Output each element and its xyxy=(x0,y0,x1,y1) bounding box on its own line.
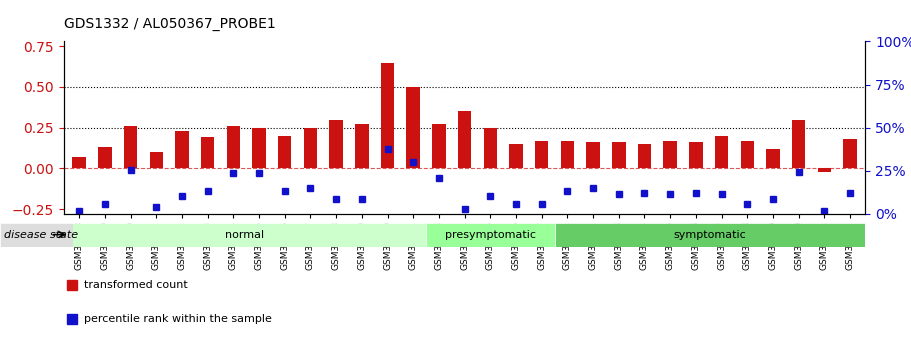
Text: symptomatic: symptomatic xyxy=(674,230,747,239)
Text: percentile rank within the sample: percentile rank within the sample xyxy=(84,314,271,324)
Bar xyxy=(792,119,805,168)
Bar xyxy=(509,144,523,168)
Bar xyxy=(381,62,394,168)
Bar xyxy=(149,152,163,168)
Bar xyxy=(844,139,856,168)
Bar xyxy=(663,141,677,168)
Bar xyxy=(638,144,651,168)
FancyBboxPatch shape xyxy=(425,223,555,247)
Bar xyxy=(535,141,548,168)
Text: GDS1332 / AL050367_PROBE1: GDS1332 / AL050367_PROBE1 xyxy=(64,17,275,31)
FancyBboxPatch shape xyxy=(0,223,73,247)
Bar xyxy=(484,128,497,168)
FancyBboxPatch shape xyxy=(64,223,425,247)
Bar xyxy=(278,136,292,168)
Bar xyxy=(98,147,112,168)
Bar xyxy=(355,125,369,168)
Text: presymptomatic: presymptomatic xyxy=(445,230,536,239)
Bar xyxy=(612,142,626,168)
Bar xyxy=(715,136,728,168)
Bar xyxy=(560,141,574,168)
Bar xyxy=(124,126,138,168)
Text: normal: normal xyxy=(225,230,264,239)
Bar xyxy=(201,137,214,168)
Bar xyxy=(252,128,266,168)
Bar xyxy=(406,87,420,168)
Bar xyxy=(587,142,599,168)
Bar xyxy=(766,149,780,168)
Bar xyxy=(689,142,702,168)
FancyBboxPatch shape xyxy=(555,223,865,247)
Text: disease state: disease state xyxy=(4,230,77,239)
Bar xyxy=(227,126,241,168)
Bar xyxy=(817,168,831,171)
Bar xyxy=(73,157,86,168)
Bar xyxy=(175,131,189,168)
Text: transformed count: transformed count xyxy=(84,280,188,289)
Bar xyxy=(458,111,471,168)
Bar xyxy=(432,125,445,168)
Bar xyxy=(741,141,754,168)
Bar xyxy=(303,128,317,168)
Bar xyxy=(330,119,343,168)
